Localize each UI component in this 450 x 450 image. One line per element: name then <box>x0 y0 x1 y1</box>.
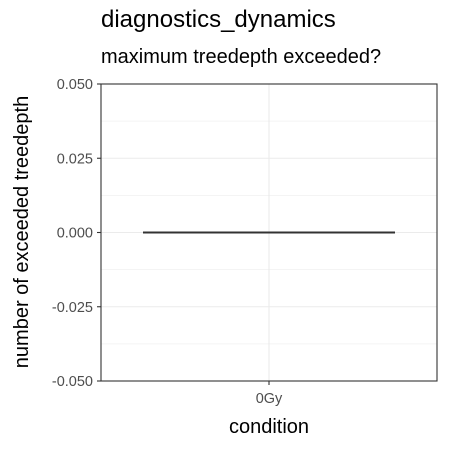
x-tick-label: 0Gy <box>256 391 283 407</box>
y-tick-label: 0.025 <box>57 151 93 167</box>
y-tick-label: -0.025 <box>52 300 93 316</box>
y-tick-label: -0.050 <box>52 374 93 390</box>
chart-subtitle: maximum treedepth exceeded? <box>101 46 382 68</box>
y-axis: -0.050 -0.025 0.000 0.025 0.050 <box>52 77 101 390</box>
y-tick-label: 0.050 <box>57 77 93 93</box>
x-axis: 0Gy <box>256 381 283 407</box>
x-axis-title: condition <box>229 416 309 438</box>
y-tick-label: 0.000 <box>57 226 93 242</box>
y-axis-title: number of exceeded treedepth <box>11 96 33 368</box>
chart-title: diagnostics_dynamics <box>101 6 336 33</box>
